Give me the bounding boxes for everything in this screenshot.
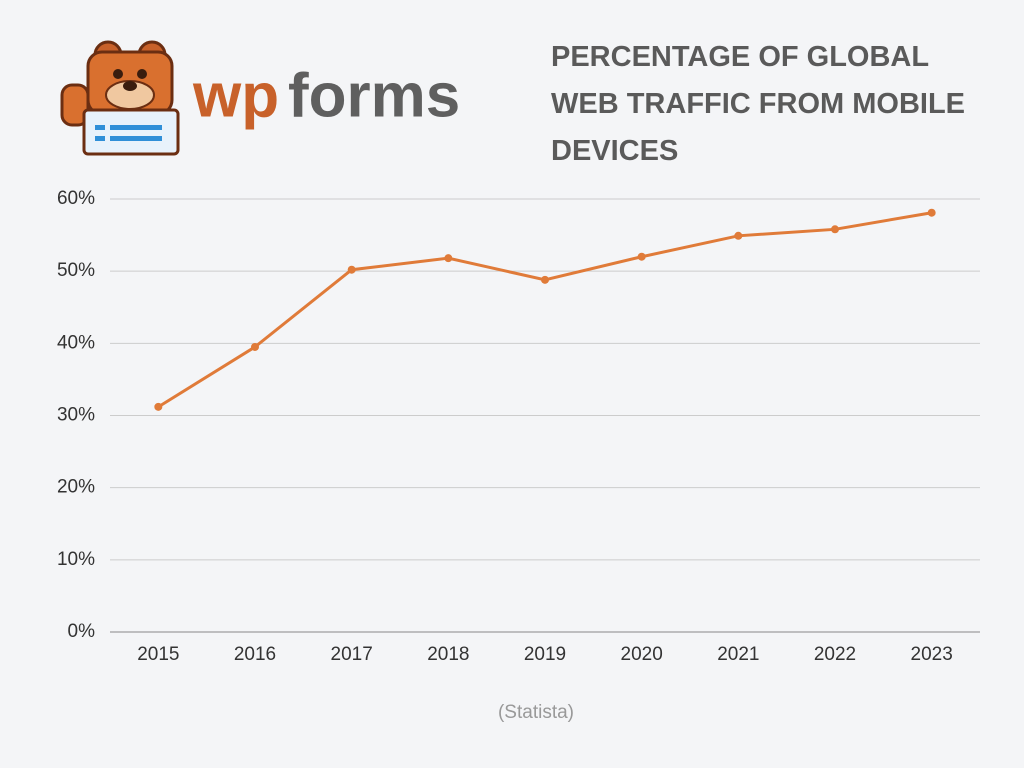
point xyxy=(444,254,453,263)
x-tick-label: 2021 xyxy=(717,644,759,665)
y-tick-label: 20% xyxy=(57,477,95,498)
point xyxy=(154,402,163,411)
y-tick-label: 40% xyxy=(57,332,95,353)
point xyxy=(541,275,549,284)
point xyxy=(347,265,356,274)
mascot xyxy=(60,40,180,156)
line xyxy=(157,211,932,409)
y-tick-label: 30% xyxy=(57,405,95,426)
logo-suffix: forms xyxy=(288,61,460,130)
y-tick-label: 10% xyxy=(57,549,95,570)
x-tick-label: 2022 xyxy=(814,644,856,665)
x-tick-label: 2017 xyxy=(331,644,373,665)
chart-title: PERCENTAGE OF GLOBAL WEB TRAFFIC FROM MO… xyxy=(551,41,966,167)
x-tick-label: 2020 xyxy=(621,644,663,665)
point xyxy=(637,252,646,261)
x-tick-label: 2023 xyxy=(911,644,953,665)
y-tick-label: 0% xyxy=(68,621,96,642)
x-tick-label: 2016 xyxy=(234,644,276,665)
x-tick-label: 2018 xyxy=(427,644,469,665)
x-tick-label: 2015 xyxy=(137,644,179,665)
y-tick-label: 50% xyxy=(57,260,95,281)
y-tick-label: 60% xyxy=(57,188,95,209)
point xyxy=(831,225,839,234)
x-tick-label: 2019 xyxy=(524,644,566,665)
source: (Statista) xyxy=(498,702,574,723)
point xyxy=(251,342,259,351)
logo-prefix: wp xyxy=(192,61,279,130)
point xyxy=(734,231,743,240)
point xyxy=(927,208,936,217)
